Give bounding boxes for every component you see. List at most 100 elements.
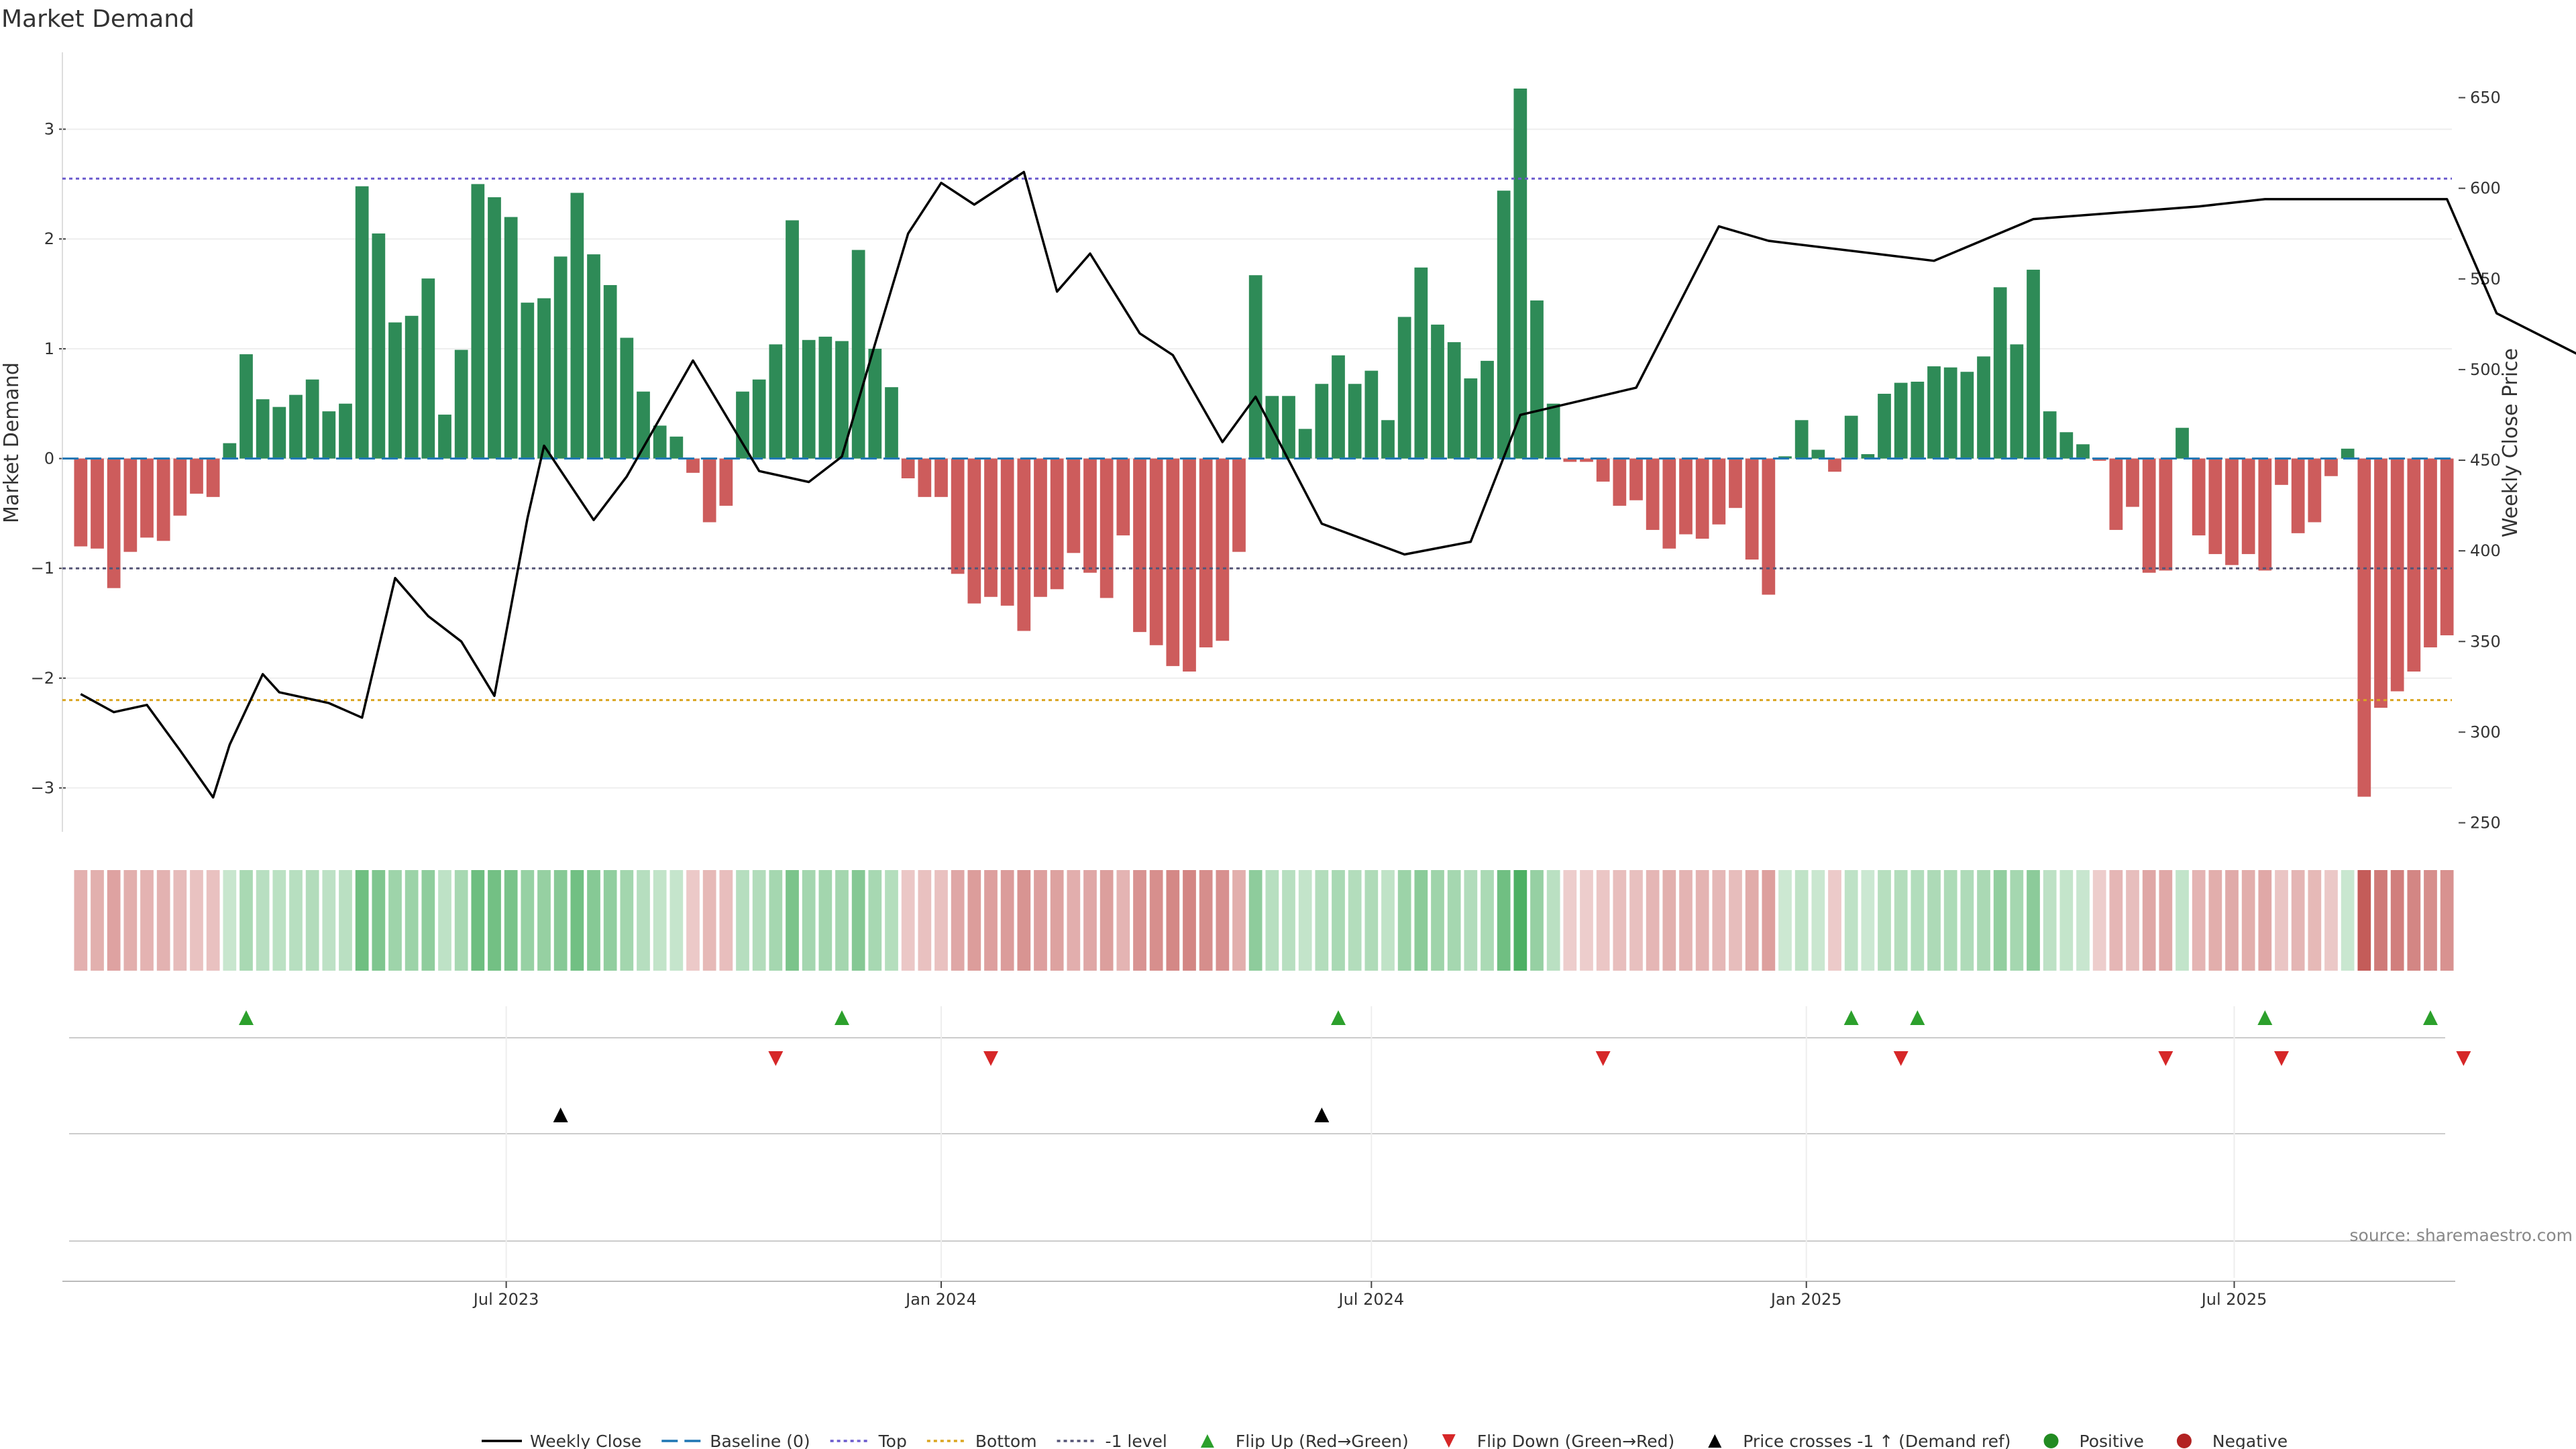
- demand-bar-negative: [1828, 458, 1841, 472]
- demand-bar-negative: [2258, 458, 2272, 571]
- heat-cell: [2440, 870, 2454, 971]
- heat-cell: [1017, 870, 1031, 971]
- heat-cell: [851, 870, 865, 971]
- demand-bar-positive: [1861, 454, 1875, 459]
- heat-cell: [786, 870, 799, 971]
- y-left-tick-label: 0: [44, 449, 54, 468]
- demand-bar-positive: [438, 415, 451, 459]
- heat-cell: [686, 870, 700, 971]
- demand-bar-negative: [2390, 458, 2404, 692]
- x-tick-label: Jan 2024: [904, 1290, 977, 1309]
- heat-cell: [1067, 870, 1081, 971]
- flip-down-marker: [1595, 1051, 1611, 1066]
- legend-swatch-triangle-up: [1200, 1434, 1214, 1448]
- demand-bar-negative: [2440, 458, 2454, 636]
- demand-bar-negative: [951, 458, 965, 574]
- demand-bar-positive: [471, 184, 485, 459]
- x-tick-label: Jul 2024: [1337, 1290, 1404, 1309]
- y-right-tick-label: 400: [2470, 541, 2501, 560]
- y-right-tick-label: 600: [2470, 179, 2501, 198]
- heat-cell: [1166, 870, 1180, 971]
- heat-cell: [1083, 870, 1097, 971]
- heat-cell: [156, 870, 170, 971]
- demand-bar-negative: [2159, 458, 2173, 571]
- heat-cell: [2010, 870, 2024, 971]
- demand-bar-positive: [1447, 342, 1461, 459]
- demand-bar-positive: [587, 254, 600, 459]
- legend-label: Price crosses -1 ↑ (Demand ref): [1743, 1432, 2010, 1449]
- legend-swatch-triangle-up: [1708, 1434, 1722, 1448]
- y-right-tick-label: 450: [2470, 451, 2501, 470]
- demand-bar-positive: [1381, 420, 1395, 459]
- demand-bar-positive: [1778, 456, 1792, 459]
- demand-bar-positive: [388, 322, 402, 459]
- demand-bar-negative: [686, 458, 700, 473]
- heat-cell: [388, 870, 402, 971]
- demand-bar-negative: [934, 458, 948, 497]
- heat-cell: [2059, 870, 2074, 971]
- demand-bar-positive: [305, 379, 319, 459]
- legend-label: Flip Up (Red→Green): [1236, 1432, 1409, 1449]
- demand-bar-positive: [769, 344, 783, 459]
- demand-bar-negative: [984, 458, 998, 597]
- demand-bar-negative: [901, 458, 915, 479]
- heat-cell: [1811, 870, 1825, 971]
- demand-bar-positive: [1927, 366, 1941, 459]
- heat-cell: [372, 870, 386, 971]
- demand-bar-negative: [1563, 458, 1577, 462]
- heat-cell: [504, 870, 518, 971]
- demand-bar-positive: [1546, 403, 1560, 459]
- demand-bar-negative: [1183, 458, 1196, 672]
- heat-cell: [1381, 870, 1395, 971]
- demand-bar-negative: [1099, 458, 1114, 598]
- demand-bar-positive: [1497, 191, 1511, 459]
- heat-cell: [951, 870, 965, 971]
- heat-cell: [1050, 870, 1064, 971]
- demand-bar-positive: [885, 387, 898, 459]
- heat-cell: [1745, 870, 1759, 971]
- y-right-tick-label: 250: [2470, 813, 2501, 832]
- demand-bar-positive: [372, 233, 386, 459]
- heat-cell: [206, 870, 220, 971]
- heat-cell: [1481, 870, 1494, 971]
- demand-bar-positive: [1348, 384, 1362, 459]
- demand-bar-positive: [868, 348, 882, 459]
- heat-cell: [1580, 870, 1593, 971]
- heat-cell: [620, 870, 634, 971]
- heat-cell: [405, 870, 419, 971]
- legend-label: Negative: [2212, 1432, 2288, 1449]
- heat-cell: [769, 870, 783, 971]
- legend-label: Bottom: [975, 1432, 1037, 1449]
- heat-cell: [107, 870, 121, 971]
- heat-cell: [2043, 870, 2057, 971]
- demand-bar-positive: [1513, 89, 1527, 459]
- demand-bar-negative: [2241, 458, 2255, 554]
- heat-cell: [885, 870, 898, 971]
- heat-cell: [2341, 870, 2355, 971]
- heat-cell: [1960, 870, 1974, 971]
- demand-bar-positive: [653, 425, 667, 459]
- heat-cell: [2076, 870, 2090, 971]
- demand-bar-positive: [289, 394, 303, 459]
- demand-bar-negative: [2291, 458, 2305, 533]
- demand-bar-positive: [1282, 396, 1295, 459]
- demand-bar-negative: [107, 458, 121, 588]
- heat-cell: [637, 870, 650, 971]
- heat-cell: [587, 870, 600, 971]
- heat-cell: [256, 870, 270, 971]
- heat-cell: [1828, 870, 1841, 971]
- heat-cell: [1778, 870, 1792, 971]
- heat-cell: [1927, 870, 1941, 971]
- left-axis-label: Market Demand: [0, 362, 23, 523]
- heat-cell: [2208, 870, 2222, 971]
- demand-bar-positive: [504, 217, 518, 459]
- heat-cell: [1464, 870, 1478, 971]
- y-right-tick-label: 650: [2470, 89, 2501, 107]
- demand-bar-positive: [851, 250, 865, 459]
- demand-bar-negative: [1199, 458, 1213, 648]
- demand-bar-negative: [2357, 458, 2371, 797]
- price-cross-marker: [1314, 1108, 1330, 1122]
- heat-cell: [918, 870, 932, 971]
